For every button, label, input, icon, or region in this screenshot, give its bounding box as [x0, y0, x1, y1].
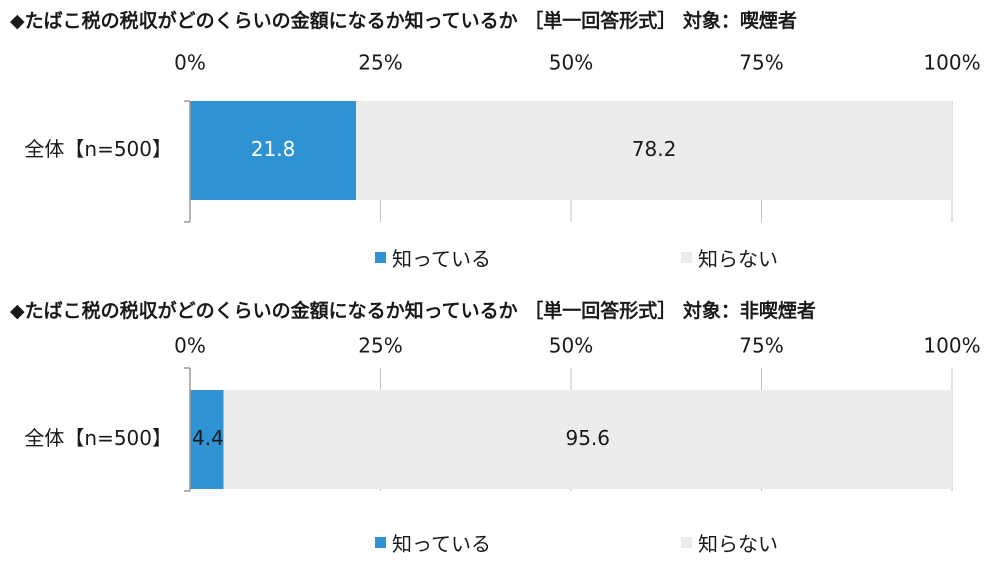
- legend-item-known: 知っている: [375, 528, 491, 557]
- legend-swatch-unknown: [681, 537, 692, 548]
- x-tick-label: 50%: [549, 334, 593, 358]
- legend-label-known: 知っている: [392, 247, 491, 271]
- plot-area: 0% 25% 50% 75% 100% 21.8 78.2 全体【n=500】: [24, 51, 981, 223]
- legend-item-known: 知っている: [375, 243, 491, 272]
- bar-segment-known: [190, 101, 357, 200]
- legend: 知っている 知らない: [0, 528, 1000, 558]
- x-tick-label: 100%: [923, 51, 980, 75]
- plot-area: 0% 25% 50% 75% 100% 4.4 95.6 全体【n=500】: [24, 334, 981, 492]
- legend-label-unknown: 知らない: [698, 247, 778, 271]
- legend-label-unknown: 知らない: [698, 532, 778, 556]
- x-tick-label: 75%: [739, 51, 783, 75]
- legend-item-unknown: 知らない: [681, 528, 778, 557]
- x-tick-label: 25%: [358, 334, 402, 358]
- legend-swatch-unknown: [681, 252, 692, 263]
- legend-swatch-known: [375, 252, 386, 263]
- chart-title: ◆たばこ税の税収がどのくらいの金額になるか知っているか ［単一回答形式］ 対象：…: [10, 10, 797, 32]
- data-label: 21.8: [251, 137, 296, 161]
- legend-label-known: 知っている: [392, 532, 491, 556]
- legend-item-unknown: 知らない: [681, 243, 778, 272]
- chart-nonsmokers: ◆たばこ税の税収がどのくらいの金額になるか知っているか ［単一回答形式］ 対象：…: [0, 290, 1000, 570]
- bar-segment-unknown: [223, 390, 952, 489]
- bar-segment-unknown: [356, 101, 953, 200]
- x-tick-label: 50%: [549, 51, 593, 75]
- legend: 知っている 知らない: [0, 243, 1000, 273]
- x-tick-label: 75%: [739, 334, 783, 358]
- bar-segment-known: [190, 390, 224, 489]
- data-label: 4.4: [192, 426, 224, 450]
- legend-swatch-known: [375, 537, 386, 548]
- chart-smokers: ◆たばこ税の税収がどのくらいの金額になるか知っているか ［単一回答形式］ 対象：…: [0, 0, 1000, 280]
- x-tick-label: 100%: [923, 334, 980, 358]
- category-label: 全体【n=500】: [24, 426, 172, 450]
- x-tick-label: 25%: [358, 51, 402, 75]
- data-label: 95.6: [565, 426, 610, 450]
- data-label: 78.2: [632, 137, 677, 161]
- category-label: 全体【n=500】: [24, 137, 172, 161]
- x-tick-label: 0%: [174, 51, 206, 75]
- chart-title: ◆たばこ税の税収がどのくらいの金額になるか知っているか ［単一回答形式］ 対象：…: [10, 300, 816, 322]
- x-tick-label: 0%: [174, 334, 206, 358]
